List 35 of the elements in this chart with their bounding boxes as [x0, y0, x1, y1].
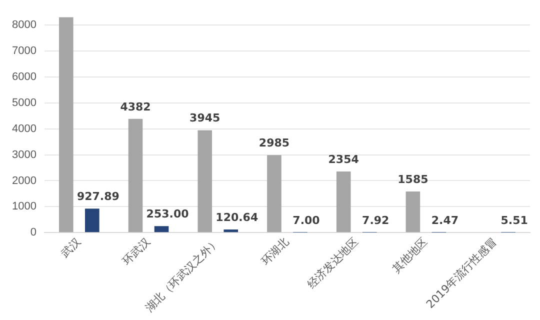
data-label: 253.00	[146, 207, 190, 220]
bar	[85, 208, 100, 232]
x-tick-label: 经济发达地区	[304, 235, 361, 292]
y-tick-label: 0	[30, 226, 36, 239]
data-label: 2354	[328, 152, 360, 166]
y-tick-label: 8000	[12, 19, 36, 32]
bar	[224, 230, 238, 232]
x-tick-label: 环武汉	[120, 235, 153, 268]
bar	[154, 226, 169, 232]
data-label: 927.89	[76, 190, 120, 203]
data-label: 2.47	[431, 214, 459, 227]
y-tick-label: 1000	[12, 200, 36, 213]
data-label: 7.92	[362, 214, 390, 227]
data-label: 3945	[190, 112, 220, 125]
data-label: 2985	[258, 136, 290, 150]
data-label: 4382	[120, 100, 151, 114]
y-tick-label: 3000	[12, 148, 36, 161]
y-tick-label: 7000	[12, 44, 36, 57]
x-tick-label: 其他地区	[390, 235, 430, 276]
data-label: 7.00	[292, 214, 320, 227]
x-tick-label: 武汉	[58, 235, 84, 260]
data-label: 120.64	[216, 210, 258, 224]
y-tick-label: 6000	[12, 70, 36, 83]
x-tick-label: 环湖北	[258, 235, 292, 268]
bar	[198, 130, 212, 232]
bar	[128, 118, 143, 232]
bar	[406, 192, 420, 232]
data-label: 1585	[398, 172, 428, 186]
y-tick-label: 4000	[12, 122, 36, 135]
bar	[336, 172, 351, 232]
bar	[267, 155, 282, 232]
data-label: 5.51	[500, 214, 528, 227]
y-tick-label: 2000	[12, 174, 36, 187]
bar	[58, 17, 74, 232]
y-tick-label: 5000	[12, 96, 36, 109]
